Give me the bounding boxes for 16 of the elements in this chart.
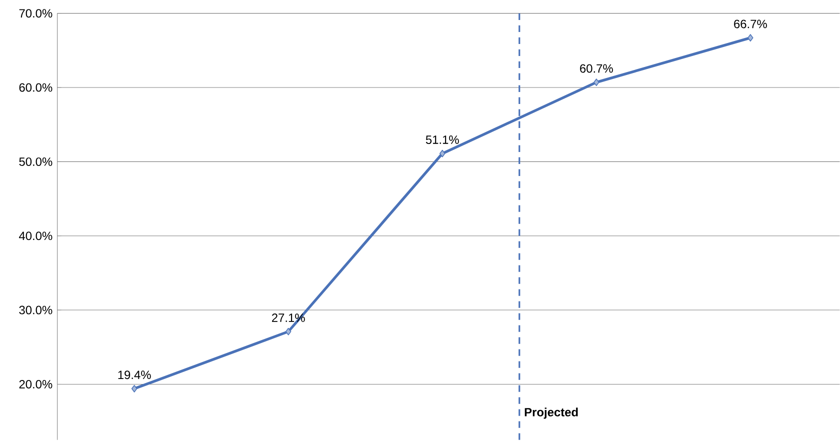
data-label: 19.4% [118,370,151,380]
data-label: 51.1% [426,136,459,144]
data-label: 60.7% [580,64,613,73]
point [285,328,292,336]
annotation: Projected [524,408,578,419]
point [439,150,446,158]
y-tick-label: 30.0% [19,306,52,314]
point [594,78,600,86]
point [748,34,754,42]
y-tick-label: 40.0% [19,232,52,240]
data-label: 66.7% [734,20,767,28]
y-tick-label: 20.0% [19,380,52,389]
y-tick-label: 60.0% [19,83,52,92]
y-tick-label: 50.0% [19,158,52,166]
y-tick-label: 70.0% [19,9,52,18]
point [131,385,138,393]
